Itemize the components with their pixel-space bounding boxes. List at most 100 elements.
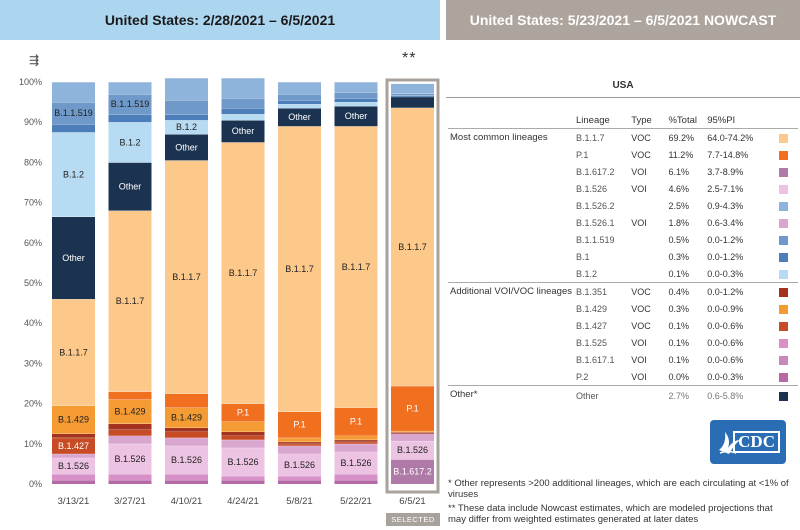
- bar-segment[interactable]: [278, 479, 321, 484]
- bar-segment[interactable]: [391, 95, 434, 97]
- bar-segment[interactable]: [165, 437, 208, 446]
- bar-segment[interactable]: [108, 391, 152, 400]
- bar-segment[interactable]: [334, 102, 378, 107]
- bar-segment[interactable]: [391, 385, 434, 431]
- bar-segment[interactable]: [278, 437, 321, 442]
- bar-segment[interactable]: [334, 443, 378, 452]
- bar-segment[interactable]: [108, 435, 152, 444]
- bar-segment[interactable]: [334, 473, 378, 480]
- bar-segment[interactable]: [165, 100, 208, 115]
- bar-segment[interactable]: [278, 453, 321, 476]
- bar-segment[interactable]: [391, 93, 434, 96]
- bar-segment[interactable]: [221, 120, 265, 143]
- bar-segment[interactable]: [221, 421, 265, 432]
- bar-segment[interactable]: [391, 430, 434, 433]
- bar-segment[interactable]: [391, 459, 434, 484]
- selected-badge[interactable]: SELECTED: [386, 513, 440, 526]
- bar-segment[interactable]: [108, 423, 152, 430]
- cell-pi: 0.0-0.3%: [707, 371, 744, 382]
- bar-segment[interactable]: [221, 475, 265, 480]
- bar-segment[interactable]: [52, 473, 95, 480]
- bar-segment[interactable]: [334, 439, 378, 442]
- legend-swatch: [778, 355, 788, 365]
- bar-segment[interactable]: [221, 447, 265, 476]
- bar-segment[interactable]: [334, 98, 378, 103]
- bar-segment[interactable]: [52, 479, 95, 484]
- cell-lineage: B.1.1.519: [575, 234, 615, 245]
- bar-segment[interactable]: [108, 82, 152, 95]
- bar-segment[interactable]: [52, 453, 95, 458]
- bar-segment[interactable]: [108, 162, 152, 211]
- bar-segment[interactable]: [52, 124, 95, 133]
- bar-segment[interactable]: [165, 114, 208, 121]
- bar-segment[interactable]: [108, 210, 152, 392]
- bar-segment[interactable]: [165, 427, 208, 432]
- bar-segment[interactable]: [52, 299, 95, 406]
- bar-segment[interactable]: [52, 216, 95, 300]
- bar-segment[interactable]: [278, 82, 321, 95]
- bar-segment[interactable]: [52, 102, 95, 125]
- bar-segment[interactable]: [334, 407, 378, 436]
- bar-segment[interactable]: [221, 77, 265, 99]
- bar-segment[interactable]: [334, 479, 378, 484]
- bar-segment[interactable]: [334, 435, 378, 440]
- bar-segment[interactable]: [334, 451, 378, 474]
- bar-segment[interactable]: [221, 439, 265, 448]
- bar-segment[interactable]: [278, 443, 321, 446]
- bar-segment[interactable]: [278, 475, 321, 480]
- bar-segment[interactable]: [221, 479, 265, 484]
- bar-segment[interactable]: [334, 92, 378, 99]
- bar-segment[interactable]: [165, 134, 208, 161]
- bar-segment[interactable]: [391, 440, 434, 460]
- bar-segment[interactable]: [52, 132, 95, 217]
- bar-segment[interactable]: [221, 98, 265, 109]
- bar-segment[interactable]: [334, 126, 378, 408]
- bar-segment[interactable]: [278, 441, 321, 444]
- bar-segment[interactable]: [108, 114, 152, 123]
- bar-segment[interactable]: [334, 82, 378, 93]
- bar-segment[interactable]: [165, 431, 208, 438]
- bar-segment[interactable]: [165, 473, 208, 480]
- bar-segment[interactable]: [108, 122, 152, 163]
- bar-segment[interactable]: [165, 77, 208, 101]
- bar-segment[interactable]: [391, 433, 434, 441]
- bar-segment[interactable]: [391, 432, 434, 434]
- bar-segment[interactable]: [334, 441, 378, 444]
- bar-segment[interactable]: [108, 399, 152, 424]
- bar-segment[interactable]: [165, 479, 208, 484]
- bar-segment[interactable]: [278, 108, 321, 127]
- bar-segment[interactable]: [278, 126, 321, 412]
- bar-segment[interactable]: [52, 437, 95, 454]
- segment-label: B.1.1.7: [398, 242, 427, 252]
- bar-segment[interactable]: [278, 445, 321, 454]
- bar-segment[interactable]: [391, 107, 434, 386]
- bar-segment[interactable]: [221, 142, 265, 404]
- bar-segment[interactable]: [221, 431, 265, 436]
- bar-segment[interactable]: [165, 120, 208, 135]
- bar-segment[interactable]: [278, 94, 321, 101]
- bar-segment[interactable]: [52, 433, 95, 438]
- bar-segment[interactable]: [278, 104, 321, 109]
- bar-segment[interactable]: [52, 82, 95, 103]
- bar-segment[interactable]: [221, 114, 265, 121]
- bar-segment[interactable]: [165, 407, 208, 428]
- bar-segment[interactable]: [108, 429, 152, 436]
- bar-segment[interactable]: [165, 160, 208, 394]
- bar-segment[interactable]: [221, 108, 265, 115]
- bar-segment[interactable]: [108, 443, 152, 474]
- bar-segment[interactable]: [52, 405, 95, 434]
- bar-segment[interactable]: [278, 411, 321, 438]
- bar-segment[interactable]: [221, 403, 265, 422]
- bar-segment[interactable]: [52, 457, 95, 474]
- bar-segment[interactable]: [221, 435, 265, 440]
- bar-segment[interactable]: [108, 94, 152, 115]
- bar-segment[interactable]: [165, 393, 208, 408]
- bar-segment[interactable]: [334, 106, 378, 127]
- filter-icon[interactable]: ⇶: [29, 53, 40, 67]
- bar-segment[interactable]: [391, 96, 434, 108]
- bar-segment[interactable]: [391, 83, 434, 94]
- bar-segment[interactable]: [278, 100, 321, 105]
- bar-segment[interactable]: [165, 445, 208, 474]
- bar-segment[interactable]: [108, 473, 152, 480]
- bar-segment[interactable]: [108, 479, 152, 484]
